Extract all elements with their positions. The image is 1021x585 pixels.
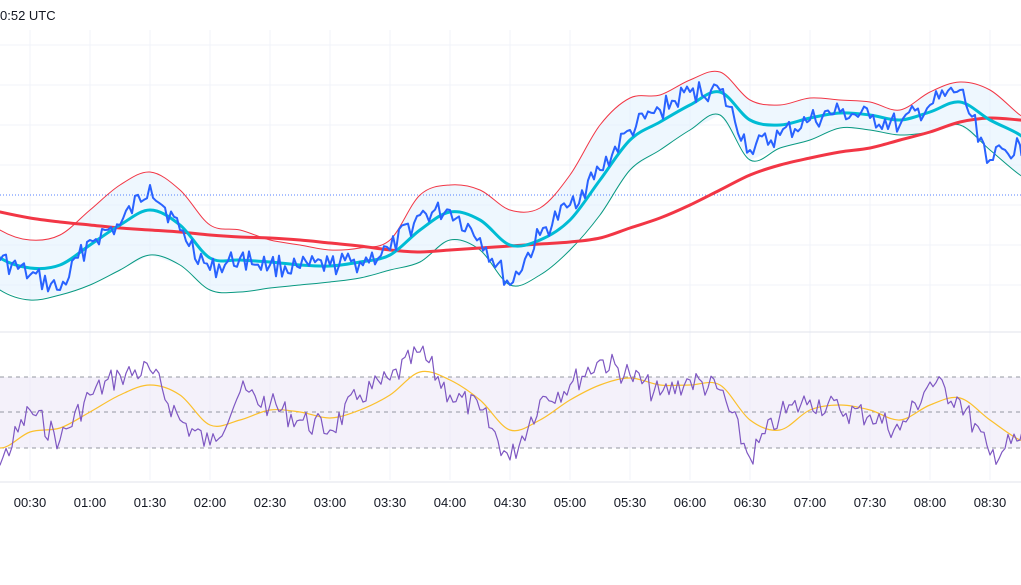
- time-tick-label: 07:00: [794, 495, 827, 510]
- price-pane[interactable]: [0, 70, 1021, 301]
- rsi-line: [0, 345, 1021, 466]
- time-tick-label: 01:00: [74, 495, 107, 510]
- time-tick-label: 06:30: [734, 495, 767, 510]
- time-tick-label: 03:30: [374, 495, 407, 510]
- bollinger-band-fill: [0, 71, 1021, 300]
- time-tick-label: 00:30: [14, 495, 47, 510]
- time-tick-label: 02:30: [254, 495, 287, 510]
- bollinger-upper-line: [0, 70, 1021, 251]
- price-line: [0, 81, 1021, 293]
- utc-clock-label: 0:52 UTC: [0, 8, 56, 23]
- time-tick-label: 04:30: [494, 495, 527, 510]
- rsi-pane[interactable]: [0, 345, 1021, 470]
- time-tick-label: 07:30: [854, 495, 887, 510]
- time-tick-label: 08:30: [974, 495, 1007, 510]
- time-tick-label: 05:00: [554, 495, 587, 510]
- rsi-moving-average-line: [0, 370, 1021, 449]
- time-tick-label: 03:00: [314, 495, 347, 510]
- time-tick-label: 05:30: [614, 495, 647, 510]
- time-tick-label: 08:00: [914, 495, 947, 510]
- time-tick-label: 06:00: [674, 495, 707, 510]
- time-tick-label: 04:00: [434, 495, 467, 510]
- time-tick-label: 01:30: [134, 495, 167, 510]
- time-tick-label: 02:00: [194, 495, 227, 510]
- time-axis[interactable]: 00:30 01:00 01:30 02:00 02:30 03:00 03:30 04:00…: [14, 495, 1007, 510]
